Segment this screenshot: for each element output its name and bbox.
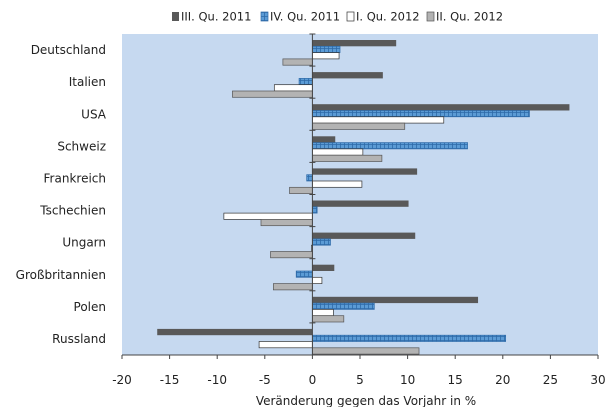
bar-usa-series-3 <box>312 116 445 124</box>
bar-schweiz-series-4 <box>312 154 383 162</box>
legend-swatch <box>426 11 435 22</box>
bar-polen-series-1 <box>312 296 479 304</box>
bar-frankreich-series-1 <box>312 168 418 175</box>
bar-schweiz-series-3 <box>312 148 364 156</box>
x-tick-label: 30 <box>590 373 605 387</box>
tick-labels: -20 -15 -10 -5 0 5 10 15 20 25 30 <box>112 373 605 387</box>
category-label: USA <box>81 107 107 121</box>
bar-frankreich-series-3 <box>312 180 363 188</box>
x-tick-label: -5 <box>259 373 271 387</box>
category-label: Polen <box>74 300 106 314</box>
bar-ungarn-series-4 <box>270 251 313 259</box>
legend-label: I. Qu. 2012 <box>356 10 420 24</box>
x-tick-label: 5 <box>356 373 364 387</box>
bar-großbritannien-series-2 <box>295 270 313 278</box>
bar-ungarn-series-2 <box>312 238 331 246</box>
category-label: Deutschland <box>31 43 106 57</box>
bar-russland-series-2 <box>312 334 507 342</box>
bar-italien-series-1 <box>312 72 383 79</box>
bar-italien-series-3 <box>273 84 313 92</box>
bar-tschechien-series-3 <box>223 212 313 220</box>
bar-russland-series-1 <box>157 328 313 336</box>
x-tick-label: 25 <box>543 373 558 387</box>
category-label: Frankreich <box>44 171 106 185</box>
bar-italien-series-2 <box>298 78 313 86</box>
bar-deutschland-series-3 <box>312 52 340 60</box>
bar-schweiz-series-1 <box>312 136 336 143</box>
bar-frankreich-series-4 <box>289 186 313 194</box>
legend-label: IV. Qu. 2011 <box>270 10 340 24</box>
x-axis-title: Veränderung gegen das Vorjahr in % <box>256 394 476 407</box>
category-label: Russland <box>52 332 106 346</box>
axes <box>121 33 599 359</box>
bar-deutschland-series-1 <box>312 40 397 47</box>
bar-frankreich-series-2 <box>306 174 313 182</box>
bar-polen-series-3 <box>312 309 334 317</box>
x-tick-label: 20 <box>495 373 510 387</box>
legend-label: II. Qu. 2012 <box>436 10 503 24</box>
legend-label: III. Qu. 2011 <box>181 10 251 24</box>
bar-usa-series-2 <box>312 110 530 118</box>
bar-deutschland-series-4 <box>282 58 313 66</box>
category-label: Schweiz <box>57 139 106 153</box>
legend-swatch <box>172 12 179 21</box>
bar-tschechien-series-1 <box>312 200 409 207</box>
bar-großbritannien-series-3 <box>312 276 323 284</box>
category-labels: Deutschland Italien USA Schweiz Frankreich Ts… <box>16 43 107 346</box>
bars <box>157 40 570 355</box>
x-tick-label: 10 <box>400 373 415 387</box>
legend-swatch <box>346 11 355 22</box>
bar-schweiz-series-2 <box>312 142 468 150</box>
bar-russland-series-4 <box>312 347 420 355</box>
x-tick-label: -10 <box>207 373 227 387</box>
category-label: Italien <box>69 75 106 89</box>
bar-polen-series-4 <box>312 315 345 323</box>
x-tick-label: 0 <box>309 373 317 387</box>
x-tick-label: -15 <box>160 373 180 387</box>
bar-italien-series-4 <box>232 90 313 98</box>
bar-großbritannien-series-4 <box>273 283 313 291</box>
bar-tschechien-series-4 <box>260 219 313 227</box>
bar-russland-series-3 <box>258 341 313 349</box>
category-label: Großbritannien <box>16 268 106 282</box>
bar-polen-series-2 <box>312 302 375 310</box>
bar-usa-series-1 <box>312 104 570 111</box>
legend-swatch <box>260 11 269 22</box>
bar-großbritannien-series-1 <box>312 264 335 271</box>
category-label: Tschechien <box>39 204 106 218</box>
x-tick-label: 15 <box>448 373 463 387</box>
x-tick-label: -20 <box>112 373 132 387</box>
bar-usa-series-4 <box>312 122 406 130</box>
bar-deutschland-series-2 <box>312 45 341 53</box>
legend: III. Qu. 2011 IV. Qu. 2011 I. Qu. 2012 II. … <box>172 10 503 24</box>
bar-tschechien-series-2 <box>312 206 318 214</box>
bar-ungarn-series-1 <box>312 232 416 239</box>
category-label: Ungarn <box>62 236 106 250</box>
